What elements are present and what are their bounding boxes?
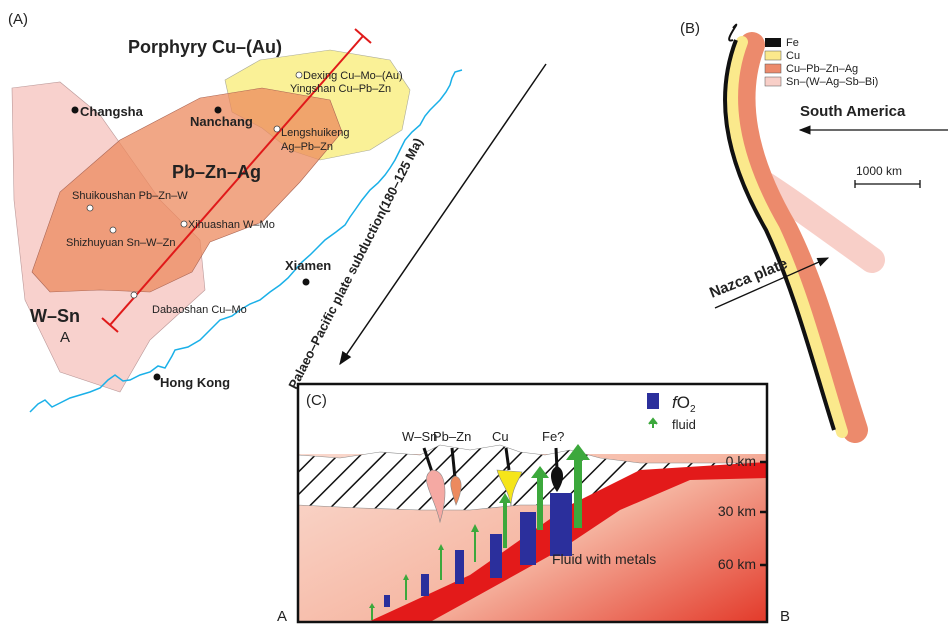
legend-swatch <box>765 51 781 60</box>
deposit-label: Dabaoshan Cu–Mo <box>152 304 247 316</box>
depth-label: 30 km <box>718 503 756 519</box>
panel-b: (B) Fe Cu Cu–Pb–Zn–Ag Sn–(W–Ag–Sb–Bi) So… <box>680 20 948 432</box>
deposit-label: Xihuashan W–Mo <box>188 219 275 231</box>
deposit-label: Shizhuyuan Sn–W–Zn <box>66 237 175 249</box>
sky <box>298 384 767 454</box>
continent-label: South America <box>800 103 906 120</box>
region-label: W–Sn <box>30 306 80 326</box>
deposit-label: Shuikoushan Pb–Zn–W <box>72 190 188 202</box>
legend-swatch <box>765 77 781 86</box>
legend-swatch <box>765 64 781 73</box>
legend-label: Cu <box>786 50 800 62</box>
deposit-label: Yingshan Cu–Pb–Zn <box>290 83 391 95</box>
page: (A) Porphyry Cu–(Au) Pb–Zn–Ag W–Sn A Cha… <box>0 0 950 624</box>
region-label: Porphyry Cu–(Au) <box>128 37 282 57</box>
legend-label: Fe <box>786 37 799 49</box>
legend-base: O <box>677 393 690 412</box>
legend-label: Cu–Pb–Zn–Ag <box>786 63 858 75</box>
figure: (A) Porphyry Cu–(Au) Pb–Zn–Ag W–Sn A Cha… <box>0 0 950 624</box>
deposit-label: Ag–Pb–Zn <box>281 141 333 153</box>
intrusion-label: Cu <box>492 429 509 444</box>
city-dot <box>303 279 310 286</box>
city-dot <box>72 107 79 114</box>
city: Changsha <box>80 104 144 119</box>
depth-label: 60 km <box>718 556 756 572</box>
panel-label: (B) <box>680 20 700 37</box>
section-label: A <box>60 329 70 346</box>
fluid-note: Fluid with metals <box>552 551 656 567</box>
scale-bar <box>855 180 920 188</box>
section-end-label: A <box>277 608 287 624</box>
coast-outline <box>729 25 736 41</box>
depth-label: 0 km <box>726 453 756 469</box>
intrusion-label: Fe? <box>542 429 564 444</box>
legend-swatch <box>765 38 781 47</box>
city-dot <box>215 107 222 114</box>
intrusion-label: Pb–Zn <box>433 429 471 444</box>
plate-label: Nazca plate <box>707 255 790 302</box>
legend-label: Sn–(W–Ag–Sb–Bi) <box>786 76 878 88</box>
panel-label: (C) <box>306 392 327 409</box>
panel-c: (C) fO2 fluid W–Sn Pb–Zn Cu Fe? Fluid wi… <box>277 384 790 624</box>
city: Hong Kong <box>160 375 230 390</box>
deposit-label: Lengshuikeng <box>281 127 350 139</box>
city: Xiamen <box>285 258 331 273</box>
scale-label: 1000 km <box>856 164 902 178</box>
legend-swatch <box>647 393 659 409</box>
panel-label: (A) <box>8 11 28 28</box>
legend-subscript: 2 <box>690 404 696 415</box>
section-end-label: B <box>780 608 790 624</box>
region-label: Pb–Zn–Ag <box>172 162 261 182</box>
legend-label: fluid <box>672 417 696 432</box>
city: Nanchang <box>190 114 253 129</box>
deposit-label: Dexing Cu–Mo–(Au) <box>303 70 403 82</box>
panel-a: (A) Porphyry Cu–(Au) Pb–Zn–Ag W–Sn A Cha… <box>8 11 546 412</box>
